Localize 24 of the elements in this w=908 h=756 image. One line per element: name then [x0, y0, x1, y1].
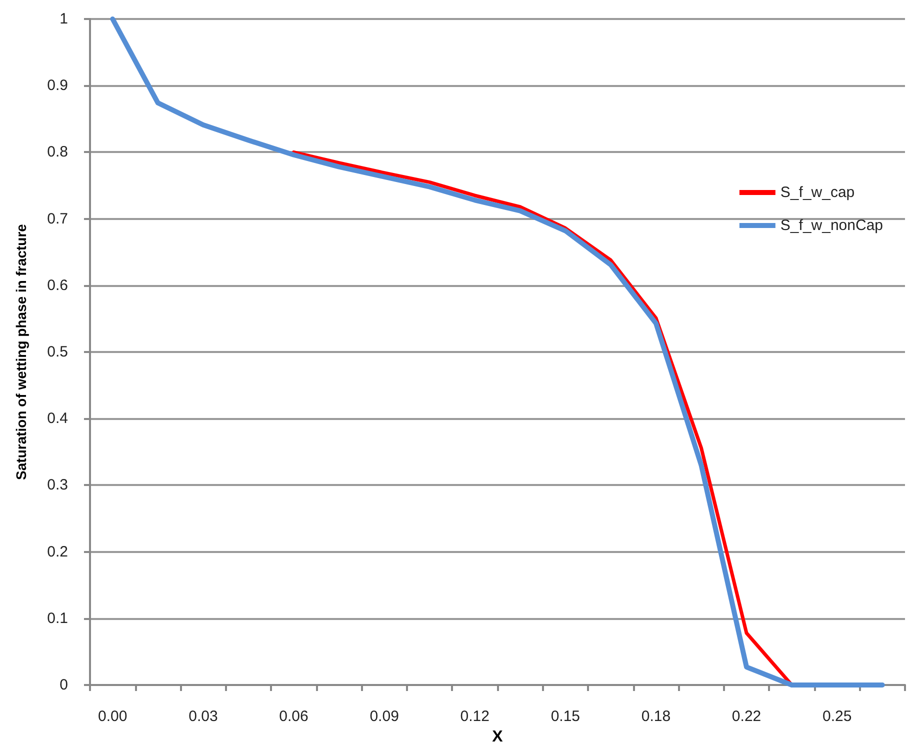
- x-tick-label: 0.12: [460, 708, 490, 725]
- y-tick-label: 0.2: [47, 543, 68, 560]
- legend-label: S_f_w_nonCap: [780, 217, 883, 234]
- y-axis-title: Saturation of wetting phase in fracture: [13, 224, 29, 480]
- x-tick-label: 0.15: [550, 708, 580, 725]
- y-tick-label: 1: [60, 10, 68, 28]
- y-tick-label: 0.1: [47, 610, 68, 627]
- y-tick-label: 0.8: [47, 144, 68, 161]
- x-tick-label: 0.00: [98, 708, 128, 725]
- x-tick-label: 0.06: [279, 708, 308, 725]
- x-tick-label: 0.03: [188, 708, 218, 725]
- y-tick-label: 0.4: [47, 410, 68, 428]
- y-tick-label: 0.5: [47, 344, 68, 360]
- x-tick-label: 0.09: [370, 708, 399, 725]
- y-tick-label: 0.9: [47, 77, 68, 94]
- x-tick-label: 0.25: [822, 708, 852, 725]
- y-tick-label: 0: [60, 676, 68, 694]
- y-tick-label: 0.6: [47, 276, 68, 294]
- x-tick-label: 0.18: [641, 708, 671, 725]
- y-tick-label: 0.3: [47, 476, 68, 494]
- x-tick-label: 0.22: [732, 708, 762, 725]
- x-axis-title: X: [492, 728, 504, 746]
- legend-label: S_f_w_cap: [780, 184, 855, 201]
- y-tick-label: 0.7: [47, 210, 68, 228]
